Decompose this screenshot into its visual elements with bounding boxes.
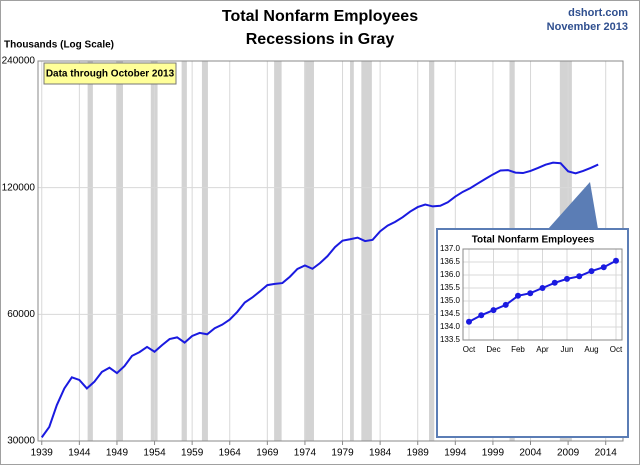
marker (478, 312, 485, 319)
marker (527, 290, 534, 297)
y-tick-label: 134.5 (440, 309, 461, 318)
chart-subtitle: Recessions in Gray (246, 31, 395, 48)
x-tick-label: 2009 (557, 448, 580, 459)
recession-band (116, 61, 123, 441)
y-tick-label: 30000 (7, 436, 35, 447)
y-tick-label: 136.0 (440, 270, 461, 279)
marker (576, 273, 583, 280)
x-tick-label: 1964 (219, 448, 242, 459)
x-tick-label: 1974 (294, 448, 317, 459)
y-tick-label: 135.5 (440, 283, 461, 292)
recession-band (274, 61, 282, 441)
recession-band (201, 61, 208, 441)
y-tick-label: 60000 (7, 309, 35, 320)
recession-band (181, 61, 187, 441)
marker (466, 318, 472, 325)
series-line (40, 161, 599, 438)
x-tick-label: 1969 (256, 448, 279, 459)
date: November 2013 (547, 21, 628, 33)
x-tick-label: 2004 (519, 448, 542, 459)
y-tick-label: 120000 (2, 182, 36, 193)
inset-plot: 133.5 134.0 134.5 135.0 135.5 136.0 136.5 137.0… (440, 244, 623, 354)
x-tick-label: 1954 (143, 448, 166, 459)
x-tick-label: Oct (463, 345, 476, 354)
x-tick-label: 1989 (407, 448, 430, 459)
y-tick-label: 133.5 (440, 335, 461, 344)
marker (502, 301, 509, 308)
annotation: Data through October 2013 (46, 69, 175, 80)
x-tick-label: 1939 (31, 448, 54, 459)
marker (588, 268, 595, 275)
y-tick-label: 136.5 (440, 257, 461, 266)
chart-title: Total Nonfarm Employees (222, 8, 418, 25)
x-tick-label: Apr (536, 345, 549, 354)
x-tick-label: Jun (561, 345, 574, 354)
recession-band (87, 61, 93, 441)
x-tick-label: 1944 (68, 448, 91, 459)
recession-band (361, 61, 372, 441)
annotation-box (43, 62, 177, 85)
x-tick-label: Dec (486, 345, 500, 354)
marker (564, 275, 570, 282)
x-tick-label: Aug (584, 345, 598, 354)
x-tick-label: Feb (511, 345, 525, 354)
y-axis-label: Thousands (Log Scale) (4, 40, 114, 51)
y-tick-label: 134.0 (440, 322, 461, 331)
plot-border (462, 248, 623, 341)
source: dshort.com (568, 7, 628, 19)
y-tick-label: 137.0 (440, 244, 461, 253)
recession-band (304, 61, 314, 441)
x-tick-label: 1994 (444, 448, 467, 459)
recession-band (429, 61, 435, 441)
x-tick-label: 2014 (595, 448, 618, 459)
marker (551, 279, 558, 286)
marker (515, 292, 521, 299)
y-tick-label: 135.0 (440, 296, 461, 305)
x-tick-label: 1949 (106, 448, 129, 459)
marker (490, 307, 497, 314)
marker (539, 285, 546, 291)
inset-connector (548, 182, 598, 229)
marker (600, 264, 607, 271)
x-tick-label: 1959 (181, 448, 204, 459)
x-tick-label: 1979 (331, 448, 354, 459)
recession-band (350, 61, 354, 441)
x-tick-label: 1999 (482, 448, 505, 459)
marker (613, 257, 619, 264)
y-tick-label: 240000 (2, 56, 36, 67)
x-tick-label: 1984 (369, 448, 392, 459)
inset-title: Total Nonfarm Employees (472, 235, 595, 246)
x-tick-label: Oct (610, 345, 623, 354)
